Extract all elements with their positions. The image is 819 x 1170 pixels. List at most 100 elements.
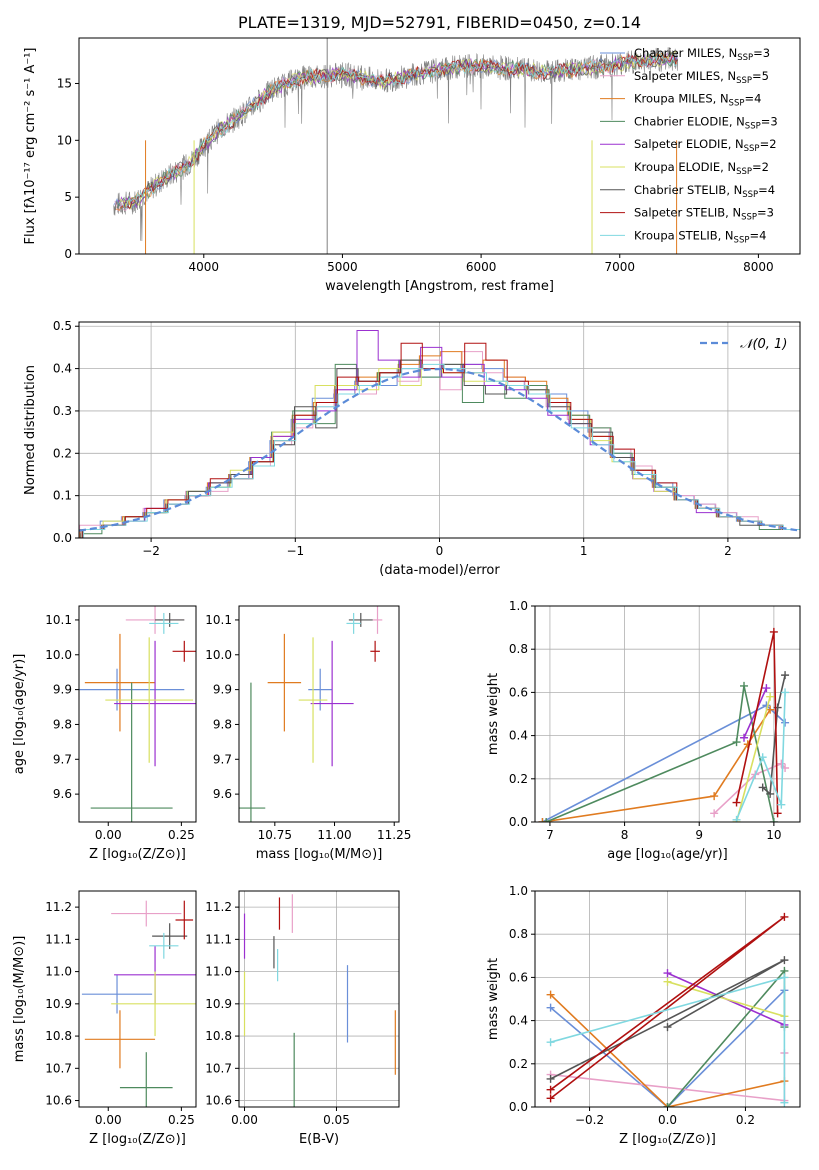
y-tick-label: 10.7	[45, 1061, 72, 1075]
y-tick-label: 0.6	[509, 970, 528, 984]
mass-weight-marker	[732, 798, 741, 807]
y-tick-label: 11.1	[205, 932, 232, 946]
chart-weight-vs-z: −0.2 0.0 0.2 0.0 0.2 0.4 0.6 0.8 1.0 Z [log₁₀(Z/Z…	[486, 884, 801, 1147]
x-tick-label: 7	[546, 828, 554, 842]
mass-weight-marker	[773, 809, 782, 818]
mass-weight-marker	[663, 1023, 672, 1032]
legend-entry-value: =4	[749, 228, 766, 242]
x-tick-label: 1	[580, 544, 588, 558]
mass-weight-series-line	[542, 709, 771, 822]
axes-frame	[78, 37, 801, 255]
legend-entry-label: Salpeter MILES, N	[634, 69, 736, 83]
legend-entry-label: Chabrier STELIB, N	[634, 183, 742, 197]
x-tick-label: 5000	[327, 260, 358, 274]
x-tick-label: 11.25	[377, 828, 411, 842]
y-tick-label: 9.8	[53, 717, 72, 731]
mass-weight-marker	[769, 627, 778, 636]
x-axis-label: age [log₁₀(age/yr)]	[607, 847, 728, 862]
plot-area-residuals	[79, 330, 800, 538]
data-point-errorbar	[267, 633, 302, 732]
y-tick-label: 1.0	[509, 599, 528, 613]
legend-entry-value: =2	[760, 137, 777, 151]
y-tick-label: 15	[57, 76, 72, 90]
legend-entry-label: Salpeter ELODIE, N	[634, 137, 744, 151]
x-axis-label: Z [log₁₀(Z/Z⊙)]	[619, 1132, 716, 1147]
chart-age-vs-z: 0.00 0.25 9.6 9.7 9.8 9.9 10.0 10.1 Z [log₁₀(Z/Z…	[12, 605, 197, 862]
data-point-errorbar	[84, 633, 156, 732]
y-axis-label: age [log₁₀(age/yr)]	[12, 654, 27, 775]
x-axis-label: Z [log₁₀(Z/Z⊙)]	[89, 1132, 186, 1147]
legend-entry-subscript: SSP	[745, 121, 761, 131]
y-tick-label: 10.6	[45, 1094, 72, 1108]
spectrum-legend: Chabrier MILES, N SSP =3 Salpeter MILES, N S…	[600, 46, 778, 245]
x-tick-label: 0.25	[168, 828, 195, 842]
x-tick-label: −2	[142, 544, 160, 558]
data-point-errorbar	[172, 640, 196, 662]
x-tick-label: 8000	[743, 260, 774, 274]
y-tick-label: 10.7	[205, 1061, 232, 1075]
y-axis-label: mass [log₁₀(M/M⊙)]	[12, 936, 27, 1063]
mass-weight-marker	[740, 681, 749, 690]
chart-residuals: −2 −1 0 1 2 0.0 0.1 0.2 0.3 0.4 0.5 (data-model)/er…	[23, 319, 801, 578]
mass-weight-marker	[732, 815, 741, 822]
legend-entry-label: Chabrier ELODIE, N	[634, 114, 745, 128]
y-tick-label: 11.1	[45, 932, 72, 946]
mass-weight-marker	[781, 671, 790, 680]
residual-histogram	[80, 330, 800, 538]
y-tick-label: 0.2	[509, 1057, 528, 1071]
mass-weight-marker	[762, 684, 771, 693]
x-axis-label: (data-model)/error	[379, 563, 500, 578]
y-tick-label: 0.8	[509, 642, 528, 656]
mass-weight-series-line	[762, 674, 786, 796]
x-tick-label: 0.0	[658, 1113, 677, 1127]
y-tick-label: 0.1	[53, 489, 72, 503]
data-point-errorbar	[348, 612, 373, 627]
legend-entry-subscript: SSP	[742, 190, 758, 200]
mass-weight-marker	[780, 973, 789, 982]
x-tick-label: 2	[724, 544, 732, 558]
y-tick-label: 11.2	[205, 900, 232, 914]
x-tick-label: −1	[286, 544, 304, 558]
x-tick-label: 8	[621, 828, 629, 842]
y-tick-label: 0.4	[509, 1014, 528, 1028]
data-point-errorbar	[372, 606, 383, 634]
mass-weight-series-line	[550, 989, 785, 1107]
mass-weight-marker	[546, 1094, 555, 1103]
y-tick-label: 0.6	[509, 685, 528, 699]
mass-weight-marker	[743, 740, 752, 749]
chart-spectrum: 4000 5000 6000 7000 8000 0 5 10 15 wavelength [An…	[23, 13, 801, 294]
data-point-errorbar	[370, 640, 380, 662]
mass-weight-marker	[663, 969, 672, 978]
data-point-errorbar	[149, 932, 179, 959]
data-point-errorbar	[155, 612, 185, 627]
y-tick-label: 9.9	[213, 683, 232, 697]
residual-histogram	[81, 359, 800, 538]
y-tick-label: 0.0	[509, 815, 528, 829]
data-point-errorbar	[114, 640, 196, 767]
mass-weight-marker	[766, 705, 775, 714]
legend-entry: Kroupa ELODIE, NSSP=2	[634, 160, 769, 177]
y-tick-label: 9.6	[213, 787, 232, 801]
y-tick-label: 10.9	[45, 997, 72, 1011]
mass-weight-marker	[546, 1038, 555, 1047]
legend-entry-label: Salpeter STELIB, N	[634, 206, 741, 220]
plot-area-weight-vs-z	[546, 912, 789, 1107]
x-tick-label: 0.05	[323, 1113, 350, 1127]
y-axis-label: Normed distribution	[23, 365, 38, 495]
mass-weight-marker	[758, 783, 767, 792]
legend-entry: Chabrier STELIB, NSSP=4	[634, 183, 775, 200]
y-tick-label: 11.0	[45, 965, 72, 979]
mass-weight-marker	[732, 738, 741, 747]
mass-weight-marker	[769, 818, 778, 822]
legend-entry-value: =3	[757, 206, 774, 220]
y-tick-label: 0.3	[53, 404, 72, 418]
legend-entry-label: Kroupa ELODIE, N	[634, 160, 736, 174]
y-tick-label: 11.2	[45, 900, 72, 914]
y-tick-label: 10.8	[205, 1029, 232, 1043]
data-point-errorbar	[310, 640, 354, 767]
mass-weight-marker	[758, 753, 767, 762]
x-tick-label: 10	[766, 828, 781, 842]
x-tick-label: 7000	[604, 260, 635, 274]
legend-entry-label: Chabrier MILES, N	[634, 46, 737, 60]
x-axis-label: wavelength [Angstrom, rest frame]	[325, 279, 554, 294]
